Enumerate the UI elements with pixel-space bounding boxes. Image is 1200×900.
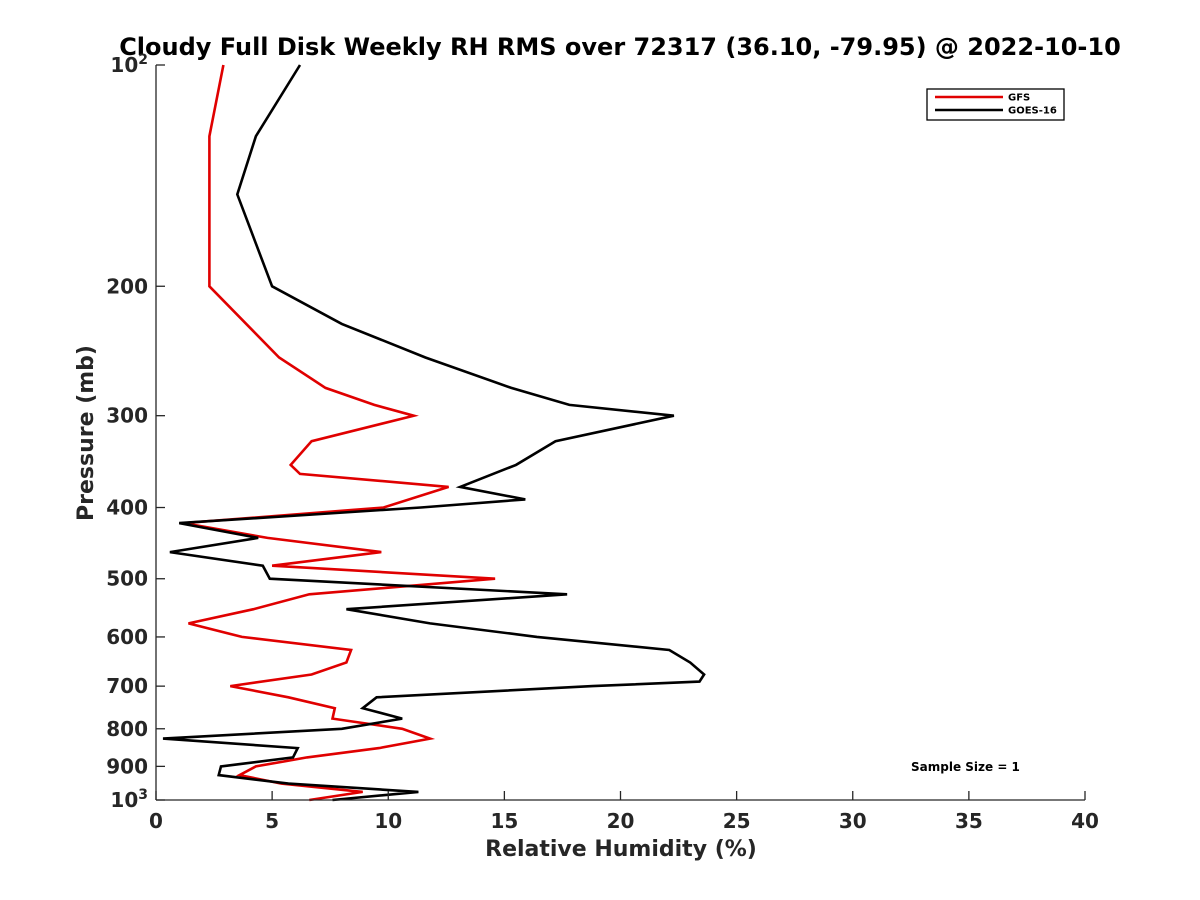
- y-axis-label: Pressure (mb): [74, 345, 99, 521]
- x-tick-label: 30: [839, 809, 867, 833]
- axes: [155, 64, 1086, 801]
- legend-box: [926, 88, 1065, 121]
- x-tick-label: 40: [1071, 809, 1099, 833]
- x-tick-label: 35: [955, 809, 983, 833]
- y-tick-label: 800: [106, 717, 148, 741]
- y-tick-label: 700: [106, 674, 148, 698]
- series-lines: [162, 64, 706, 802]
- y-tick-label: 900: [106, 754, 148, 778]
- x-axis-label: Relative Humidity (%): [485, 837, 757, 862]
- x-tick-label: 5: [265, 809, 279, 833]
- chart-title: Cloudy Full Disk Weekly RH RMS over 7231…: [119, 33, 1121, 61]
- legend: GFS GOES-16: [926, 88, 1065, 121]
- y-tick-label: 600: [106, 625, 148, 649]
- series-line-gfs: [183, 64, 496, 802]
- y-tick-label: 200: [106, 274, 148, 298]
- y-tick-label: 500: [106, 567, 148, 591]
- y-tick-label: 400: [106, 496, 148, 520]
- sample-size-annotation: Sample Size = 1: [911, 760, 1020, 774]
- legend-label-gfs: GFS: [1008, 93, 1030, 104]
- legend-label-goes16: GOES-16: [1008, 106, 1057, 117]
- x-tick-label: 0: [149, 809, 163, 833]
- tick-labels: 0 5 10 15 20 25 30 35 40 102 200 300 400 500 600 700 800…: [106, 52, 1099, 833]
- x-tick-label: 15: [490, 809, 518, 833]
- y-tick-label: 102: [110, 52, 148, 77]
- series-line-goes16: [162, 64, 706, 802]
- y-tick-label: 300: [106, 404, 148, 428]
- x-tick-label: 25: [723, 809, 751, 833]
- y-tick-label: 103: [110, 787, 148, 812]
- x-tick-label: 10: [374, 809, 402, 833]
- x-tick-label: 20: [607, 809, 635, 833]
